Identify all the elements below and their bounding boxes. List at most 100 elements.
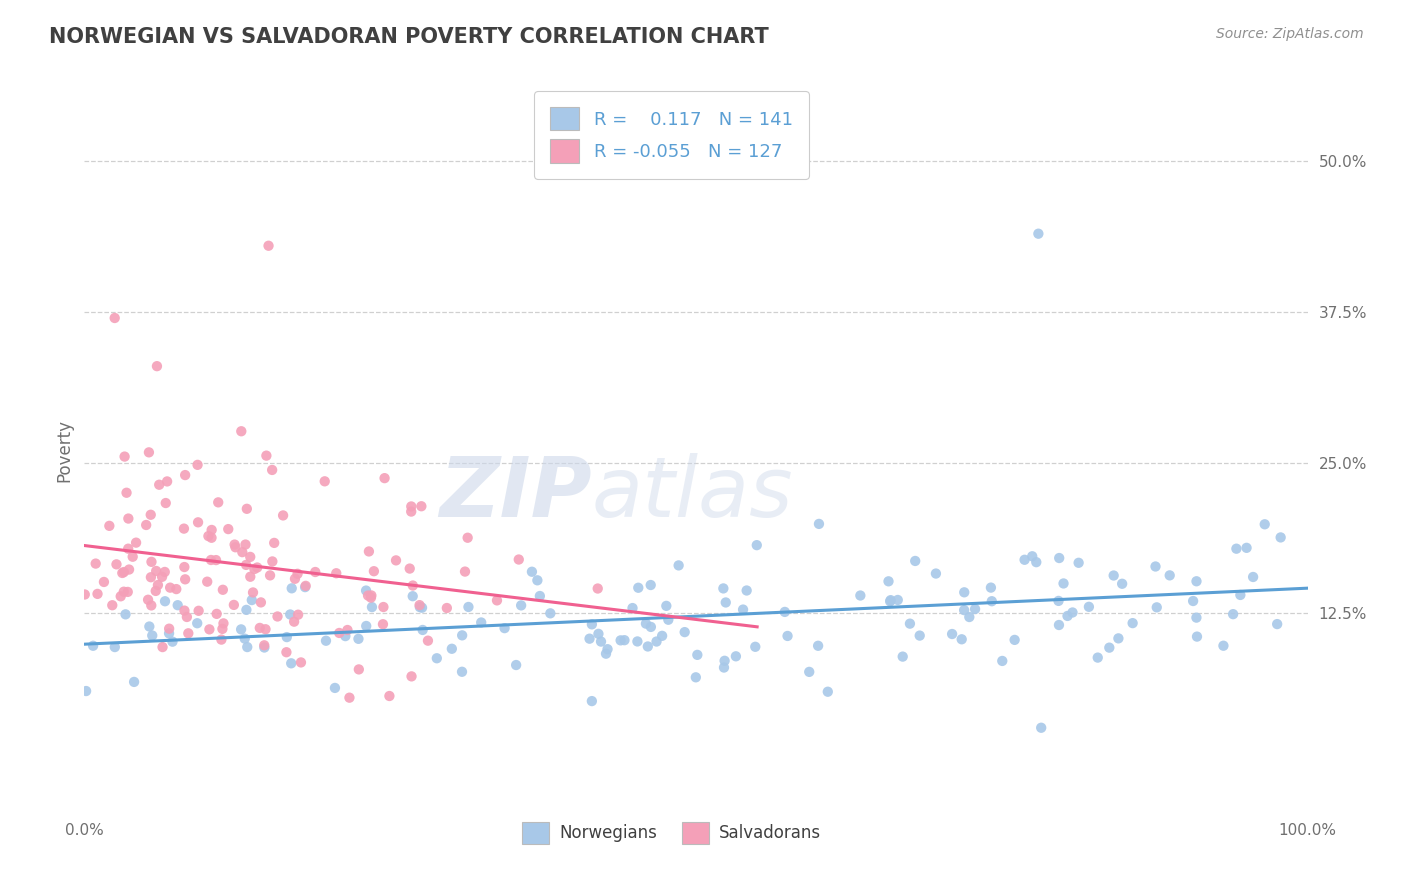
Point (1062, 606, 1084, 620)
Point (1052, 576, 1074, 591)
Point (1028, 227, 1050, 241)
Point (578, 632, 600, 646)
Point (360, 591, 382, 605)
Point (411, 600, 433, 615)
Point (1021, 549, 1043, 564)
Point (253, 640, 276, 655)
Point (1146, 600, 1168, 615)
Point (685, 670, 707, 684)
Point (416, 633, 439, 648)
Point (849, 589, 872, 603)
Point (75, 684, 97, 698)
Point (1185, 574, 1208, 589)
Point (371, 617, 394, 632)
Point (1254, 517, 1277, 532)
Point (1098, 640, 1121, 655)
Point (402, 578, 425, 592)
Point (908, 629, 931, 643)
Point (1087, 650, 1109, 665)
Point (186, 616, 208, 631)
Point (887, 593, 910, 607)
Point (398, 561, 420, 575)
Point (505, 658, 527, 673)
Point (1270, 530, 1292, 544)
Point (904, 554, 927, 568)
Point (141, 628, 163, 642)
Point (141, 599, 163, 613)
Point (596, 642, 619, 657)
Point (177, 626, 200, 640)
Point (1047, 551, 1070, 566)
Point (117, 541, 139, 556)
Point (280, 657, 302, 671)
Point (235, 558, 257, 572)
Point (197, 529, 219, 543)
Point (262, 463, 284, 477)
Point (634, 616, 657, 631)
Point (262, 554, 284, 568)
Point (645, 634, 668, 648)
Point (1182, 594, 1205, 608)
Point (953, 585, 976, 599)
Point (980, 581, 1002, 595)
Point (401, 500, 423, 514)
Point (1102, 568, 1125, 582)
Point (201, 523, 224, 537)
Point (239, 549, 262, 564)
Point (401, 669, 423, 683)
Point (105, 558, 128, 572)
Point (776, 629, 799, 643)
Point (409, 600, 432, 615)
Point (153, 594, 176, 608)
Point (118, 563, 141, 577)
Point (217, 522, 239, 536)
Point (953, 603, 976, 617)
Point (266, 609, 288, 624)
Point (323, 681, 346, 695)
Point (139, 570, 162, 584)
Point (950, 632, 973, 647)
Point (104, 311, 127, 326)
Point (508, 552, 530, 566)
Point (1225, 541, 1247, 556)
Legend: Norwegians, Salvadorans: Norwegians, Salvadorans (516, 815, 827, 850)
Point (139, 508, 162, 522)
Point (626, 634, 648, 648)
Point (231, 545, 253, 559)
Point (111, 566, 134, 580)
Point (153, 565, 176, 579)
Point (1014, 553, 1036, 567)
Point (200, 553, 222, 567)
Point (879, 593, 901, 607)
Point (104, 640, 127, 654)
Point (207, 495, 229, 509)
Point (510, 599, 533, 613)
Point (73, 587, 96, 601)
Point (173, 560, 195, 574)
Point (347, 662, 370, 676)
Point (898, 616, 921, 631)
Point (1056, 609, 1078, 624)
Point (205, 607, 228, 621)
Point (686, 648, 709, 662)
Point (122, 674, 145, 689)
Point (174, 572, 197, 586)
Point (454, 565, 477, 579)
Point (209, 632, 232, 647)
Point (588, 627, 610, 641)
Point (1265, 617, 1288, 632)
Point (529, 589, 551, 603)
Point (233, 632, 256, 646)
Point (360, 589, 382, 603)
Point (436, 601, 458, 615)
Point (148, 477, 170, 491)
Point (807, 639, 830, 653)
Point (1212, 639, 1234, 653)
Point (236, 640, 259, 654)
Point (249, 621, 271, 635)
Point (411, 500, 433, 514)
Point (138, 445, 160, 459)
Point (236, 501, 259, 516)
Point (187, 458, 209, 472)
Point (354, 583, 377, 598)
